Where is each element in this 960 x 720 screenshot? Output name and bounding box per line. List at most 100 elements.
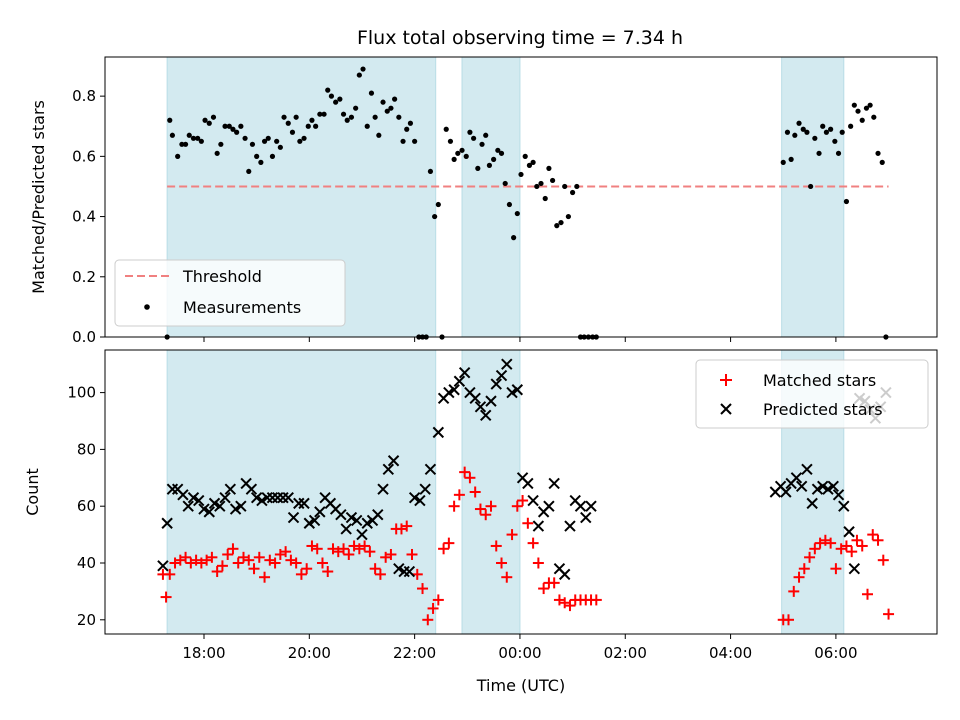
x-stroke-b	[511, 384, 524, 396]
predicted-star-point	[811, 483, 824, 495]
measurement-point	[384, 108, 390, 114]
y-tick-label: 20	[77, 611, 96, 629]
predicted-star-point	[214, 500, 226, 512]
matched-star-point	[846, 546, 858, 558]
measurement-point	[404, 126, 410, 132]
predicted-star-point	[219, 491, 231, 504]
x-stroke-b	[474, 401, 487, 413]
measurement-point	[281, 114, 287, 120]
measurement-point	[796, 120, 802, 126]
x-stroke-b	[298, 497, 310, 510]
x-stroke-b	[229, 503, 242, 515]
predicted-star-point	[806, 497, 818, 510]
predicted-star-point	[474, 401, 487, 413]
measurement-point	[198, 138, 204, 144]
matched-star-point	[856, 540, 868, 552]
x-stroke-b	[240, 477, 252, 490]
x-stroke-b	[208, 497, 221, 510]
x-stroke-b	[585, 500, 597, 512]
matched-star-point	[374, 568, 386, 580]
measurement-point	[356, 72, 362, 78]
measurement-point	[364, 123, 370, 129]
predicted-star-point	[387, 455, 400, 467]
x-tick-label: 02:00	[604, 644, 647, 662]
predicted-star-point	[458, 367, 471, 379]
measurement-point	[376, 132, 382, 138]
predicted-star-point	[361, 517, 373, 529]
predicted-star-point	[832, 489, 845, 501]
predicted-star-point	[161, 517, 173, 529]
matched-star-point	[883, 608, 895, 620]
measurement-point	[780, 159, 786, 165]
measurement-point	[511, 235, 517, 241]
predicted-star-point	[506, 386, 518, 399]
predicted-star-point	[208, 497, 221, 510]
x-stroke-b	[817, 480, 829, 493]
y-tick-label: 0.8	[72, 87, 96, 105]
matched-star-point	[427, 602, 439, 614]
y-tick-label: 60	[77, 497, 96, 515]
predicted-star-point	[350, 514, 363, 527]
x-stroke-b	[303, 517, 316, 529]
x-stroke-b	[432, 426, 445, 439]
predicted-star-point	[817, 480, 829, 493]
bottom-legend-box	[695, 359, 929, 429]
x-stroke-b	[193, 494, 205, 507]
predicted-star-point	[403, 565, 416, 578]
bottom-y-axis-label: Count	[23, 468, 42, 516]
matched-star-point	[522, 517, 534, 529]
predicted-star-point	[827, 480, 839, 493]
measurement-point	[167, 117, 173, 123]
x-stroke-b	[564, 520, 576, 532]
x-stroke-b	[806, 497, 818, 510]
x-stroke-b	[356, 528, 368, 541]
measurement-point	[368, 90, 375, 96]
x-stroke-b	[393, 562, 405, 575]
predicted-star-point	[527, 494, 539, 507]
measurement-point	[843, 198, 850, 205]
measurement-point	[792, 132, 798, 138]
matched-star-point	[422, 614, 434, 626]
matched-star-point	[164, 568, 176, 580]
measurement-point	[879, 159, 885, 165]
measurement-point	[321, 111, 327, 117]
matched-star-point	[453, 489, 465, 501]
measurement-point	[820, 123, 826, 129]
x-stroke-b	[548, 477, 560, 490]
x-stroke-b	[558, 568, 571, 581]
predicted-star-point	[419, 483, 431, 495]
x-stroke-b	[329, 503, 342, 515]
measurement-point	[784, 129, 791, 135]
predicted-star-point	[490, 378, 502, 390]
measurement-point	[459, 147, 465, 153]
measurement-point	[867, 102, 873, 108]
x-stroke-b	[182, 500, 194, 512]
matched-star-point	[253, 551, 265, 563]
legend-matched-swatch	[720, 374, 732, 386]
measurement-point	[396, 114, 402, 120]
matched-star-point	[825, 537, 837, 549]
x-stroke-b	[553, 562, 566, 575]
measurement-point	[285, 120, 291, 126]
x-stroke-b	[414, 494, 426, 507]
matched-star-point	[438, 543, 450, 555]
matched-star-point	[211, 566, 223, 578]
measurement-point	[875, 150, 881, 156]
measurement-point	[269, 153, 276, 159]
x-stroke-b	[527, 494, 539, 507]
matched-star-point	[474, 503, 486, 515]
bottom-x-axis: 18:00 20:00 22:00 00:00 02:00 04:00 06:00	[182, 634, 858, 662]
x-stroke-b	[214, 500, 226, 512]
predicted-star-point	[543, 500, 555, 512]
measurement-point	[851, 102, 857, 108]
matched-star-point	[432, 594, 444, 606]
measurement-point	[230, 126, 236, 132]
matched-star-point	[232, 557, 244, 569]
measurement-point	[182, 141, 189, 147]
measurement-point	[467, 129, 473, 135]
predicted-star-point	[229, 503, 242, 515]
legend-threshold-label: Threshold	[182, 267, 262, 286]
matched-star-point	[480, 509, 492, 521]
measurement-point	[788, 156, 794, 162]
